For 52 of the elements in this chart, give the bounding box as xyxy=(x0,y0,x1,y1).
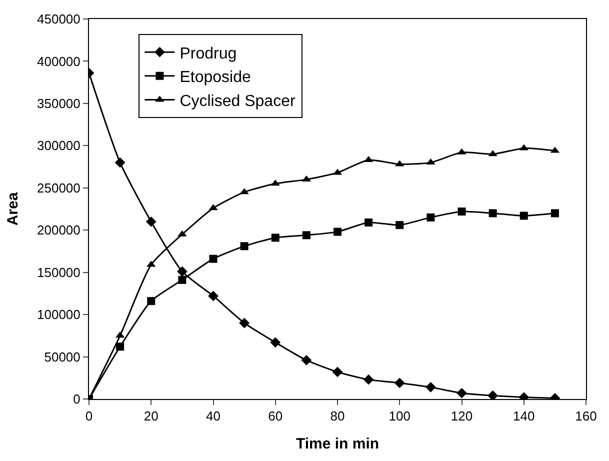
point xyxy=(396,221,404,230)
point xyxy=(114,157,126,168)
x-tick-label: 100 xyxy=(388,408,410,424)
legend-label: Cyclised Spacer xyxy=(180,92,296,110)
y-tick-label: 300000 xyxy=(37,138,80,154)
y-tick-label: 0 xyxy=(73,392,80,407)
point xyxy=(147,297,156,306)
x-axis-title: Time in min xyxy=(296,436,380,453)
point xyxy=(456,388,467,398)
point xyxy=(240,242,248,250)
y-tick-label: 100000 xyxy=(37,307,80,322)
x-tick-label: 20 xyxy=(144,408,158,424)
point xyxy=(458,208,466,216)
x-tick-label: 160 xyxy=(575,408,597,424)
y-tick-label: 250000 xyxy=(37,180,80,196)
x-tick-label: 120 xyxy=(450,408,473,424)
point xyxy=(488,390,498,399)
y-tick-label: 350000 xyxy=(37,96,80,111)
point xyxy=(271,234,280,242)
point xyxy=(488,209,497,218)
point xyxy=(116,342,124,351)
y-tick-label: 50000 xyxy=(44,349,80,364)
point xyxy=(302,231,310,240)
point xyxy=(239,318,250,328)
point xyxy=(146,216,156,227)
point xyxy=(363,374,374,385)
point xyxy=(425,382,436,392)
point xyxy=(301,354,312,366)
x-tick-label: 0 xyxy=(85,408,93,424)
legend-label: Etoposide xyxy=(180,69,251,86)
point xyxy=(270,337,281,348)
point xyxy=(364,218,373,227)
x-tick-label: 80 xyxy=(330,408,345,424)
y-axis-title: Area xyxy=(4,192,22,226)
y-tick-label: 200000 xyxy=(37,222,80,238)
y-tick-label: 150000 xyxy=(37,264,80,280)
x-tick-label: 140 xyxy=(513,408,535,424)
point xyxy=(426,213,435,222)
legend-label: Prodrug xyxy=(180,45,237,62)
point xyxy=(394,378,405,388)
point xyxy=(520,212,528,220)
y-tick-label: 400000 xyxy=(37,54,80,69)
point xyxy=(176,266,188,277)
point xyxy=(334,228,342,236)
x-tick-label: 60 xyxy=(268,408,283,424)
y-tick-label: 450000 xyxy=(37,12,80,27)
point xyxy=(208,290,218,302)
point xyxy=(178,276,186,284)
point xyxy=(209,254,218,263)
point xyxy=(332,366,343,378)
x-tick-label: 40 xyxy=(206,408,220,424)
point xyxy=(550,209,559,218)
